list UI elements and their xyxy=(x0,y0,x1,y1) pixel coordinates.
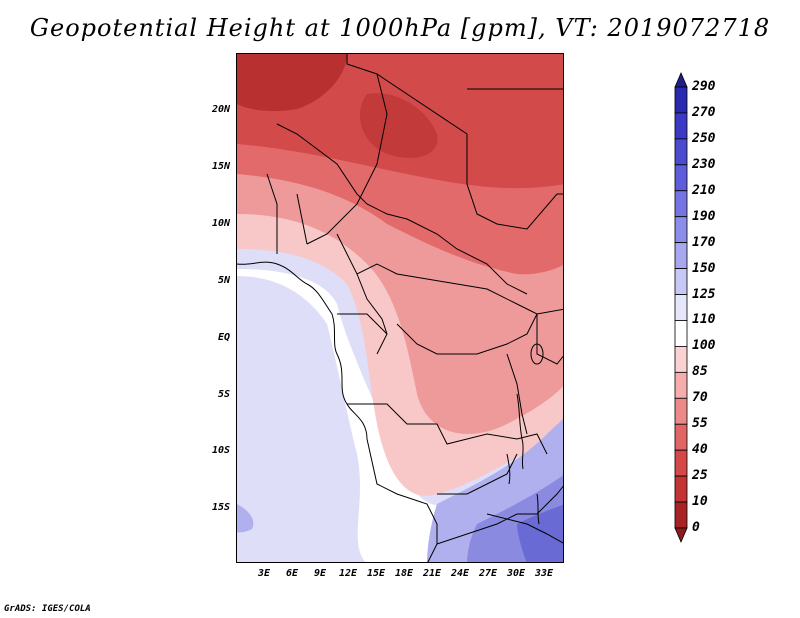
colorbar-tick-label: 250 xyxy=(692,130,716,146)
colorbar-tick-label: 230 xyxy=(692,156,716,172)
colorbar-segment xyxy=(674,449,688,477)
colorbar-segment xyxy=(674,423,688,451)
colorbar-segment xyxy=(674,138,688,166)
colorbar-tick-label: 290 xyxy=(692,79,716,94)
colorbar-tick-label: 190 xyxy=(692,208,716,224)
lon-label-24e: 24E xyxy=(450,568,470,579)
map-panel xyxy=(236,53,564,563)
colorbar-tick-label: 270 xyxy=(692,104,716,120)
colorbar-tick-label: 100 xyxy=(692,338,716,354)
lat-label-20n: 20N xyxy=(211,104,230,115)
lat-label-5s: 5S xyxy=(217,389,230,400)
lat-label-10s: 10S xyxy=(211,445,230,456)
colorbar-tick-label: 0 xyxy=(692,520,700,535)
field-deep-red-nw xyxy=(237,54,347,112)
colorbar-segment xyxy=(674,294,688,321)
colorbar-top-triangle xyxy=(674,71,688,88)
colorbar-segment xyxy=(674,501,688,529)
colorbar-segment xyxy=(674,216,688,244)
lon-label-27e: 27E xyxy=(478,568,498,579)
colorbar-tick-label: 210 xyxy=(692,182,716,198)
colorbar-segment xyxy=(674,86,688,114)
lon-label-21e: 21E xyxy=(422,568,442,579)
colorbar-segment xyxy=(674,475,688,503)
lon-label-30e: 30E xyxy=(506,568,526,579)
lon-label-18e: 18E xyxy=(394,568,414,579)
colorbar-segment xyxy=(674,346,688,373)
lat-label-10n: 10N xyxy=(211,218,230,229)
colorbar-tick-label: 25 xyxy=(692,468,708,484)
colorbar-segment xyxy=(674,112,688,140)
colorbar-bottom-triangle xyxy=(674,527,688,544)
footer-credit: GrADS: IGES/COLA xyxy=(4,604,91,614)
height-field-map xyxy=(237,54,563,562)
colorbar-segment xyxy=(674,320,688,347)
lon-label-9e: 9E xyxy=(313,568,327,579)
lon-label-12e: 12E xyxy=(338,568,358,579)
colorbar-tick-label: 40 xyxy=(692,442,708,458)
lon-label-33e: 33E xyxy=(534,568,554,579)
lat-label-15n: 15N xyxy=(211,161,230,172)
colorbar-segment xyxy=(674,190,688,218)
colorbar-tick-label: 125 xyxy=(692,286,716,302)
lat-label-15s: 15S xyxy=(211,502,230,513)
colorbar-tick-label: 70 xyxy=(692,390,708,406)
colorbar-tick-label: 150 xyxy=(692,260,716,276)
colorbar-tick-label: 10 xyxy=(692,494,708,510)
field-blue-west xyxy=(237,504,254,533)
field-dark-blue xyxy=(517,504,563,562)
colorbar-tick-label: 55 xyxy=(692,416,708,432)
colorbar-segment xyxy=(674,242,688,269)
lat-label-5n: 5N xyxy=(217,275,230,286)
lon-label-15e: 15E xyxy=(366,568,386,579)
colorbar-tick-label: 170 xyxy=(692,234,716,250)
chart-title: Geopotential Height at 1000hPa [gpm], VT… xyxy=(29,14,771,42)
lon-label-6e: 6E xyxy=(285,568,299,579)
colorbar-segment xyxy=(674,371,688,399)
lakes xyxy=(506,343,544,525)
colorbar-tick-label: 85 xyxy=(692,364,708,380)
colorbar-segment xyxy=(674,164,688,192)
colorbar-segment xyxy=(674,268,688,295)
field-deep-red-center xyxy=(359,93,438,158)
colorbar-segment xyxy=(674,397,688,425)
colorbar-tick-label: 110 xyxy=(692,312,716,328)
lat-label-eq: EQ xyxy=(217,332,230,343)
country-borders xyxy=(237,54,563,562)
lon-label-3e: 3E xyxy=(257,568,271,579)
